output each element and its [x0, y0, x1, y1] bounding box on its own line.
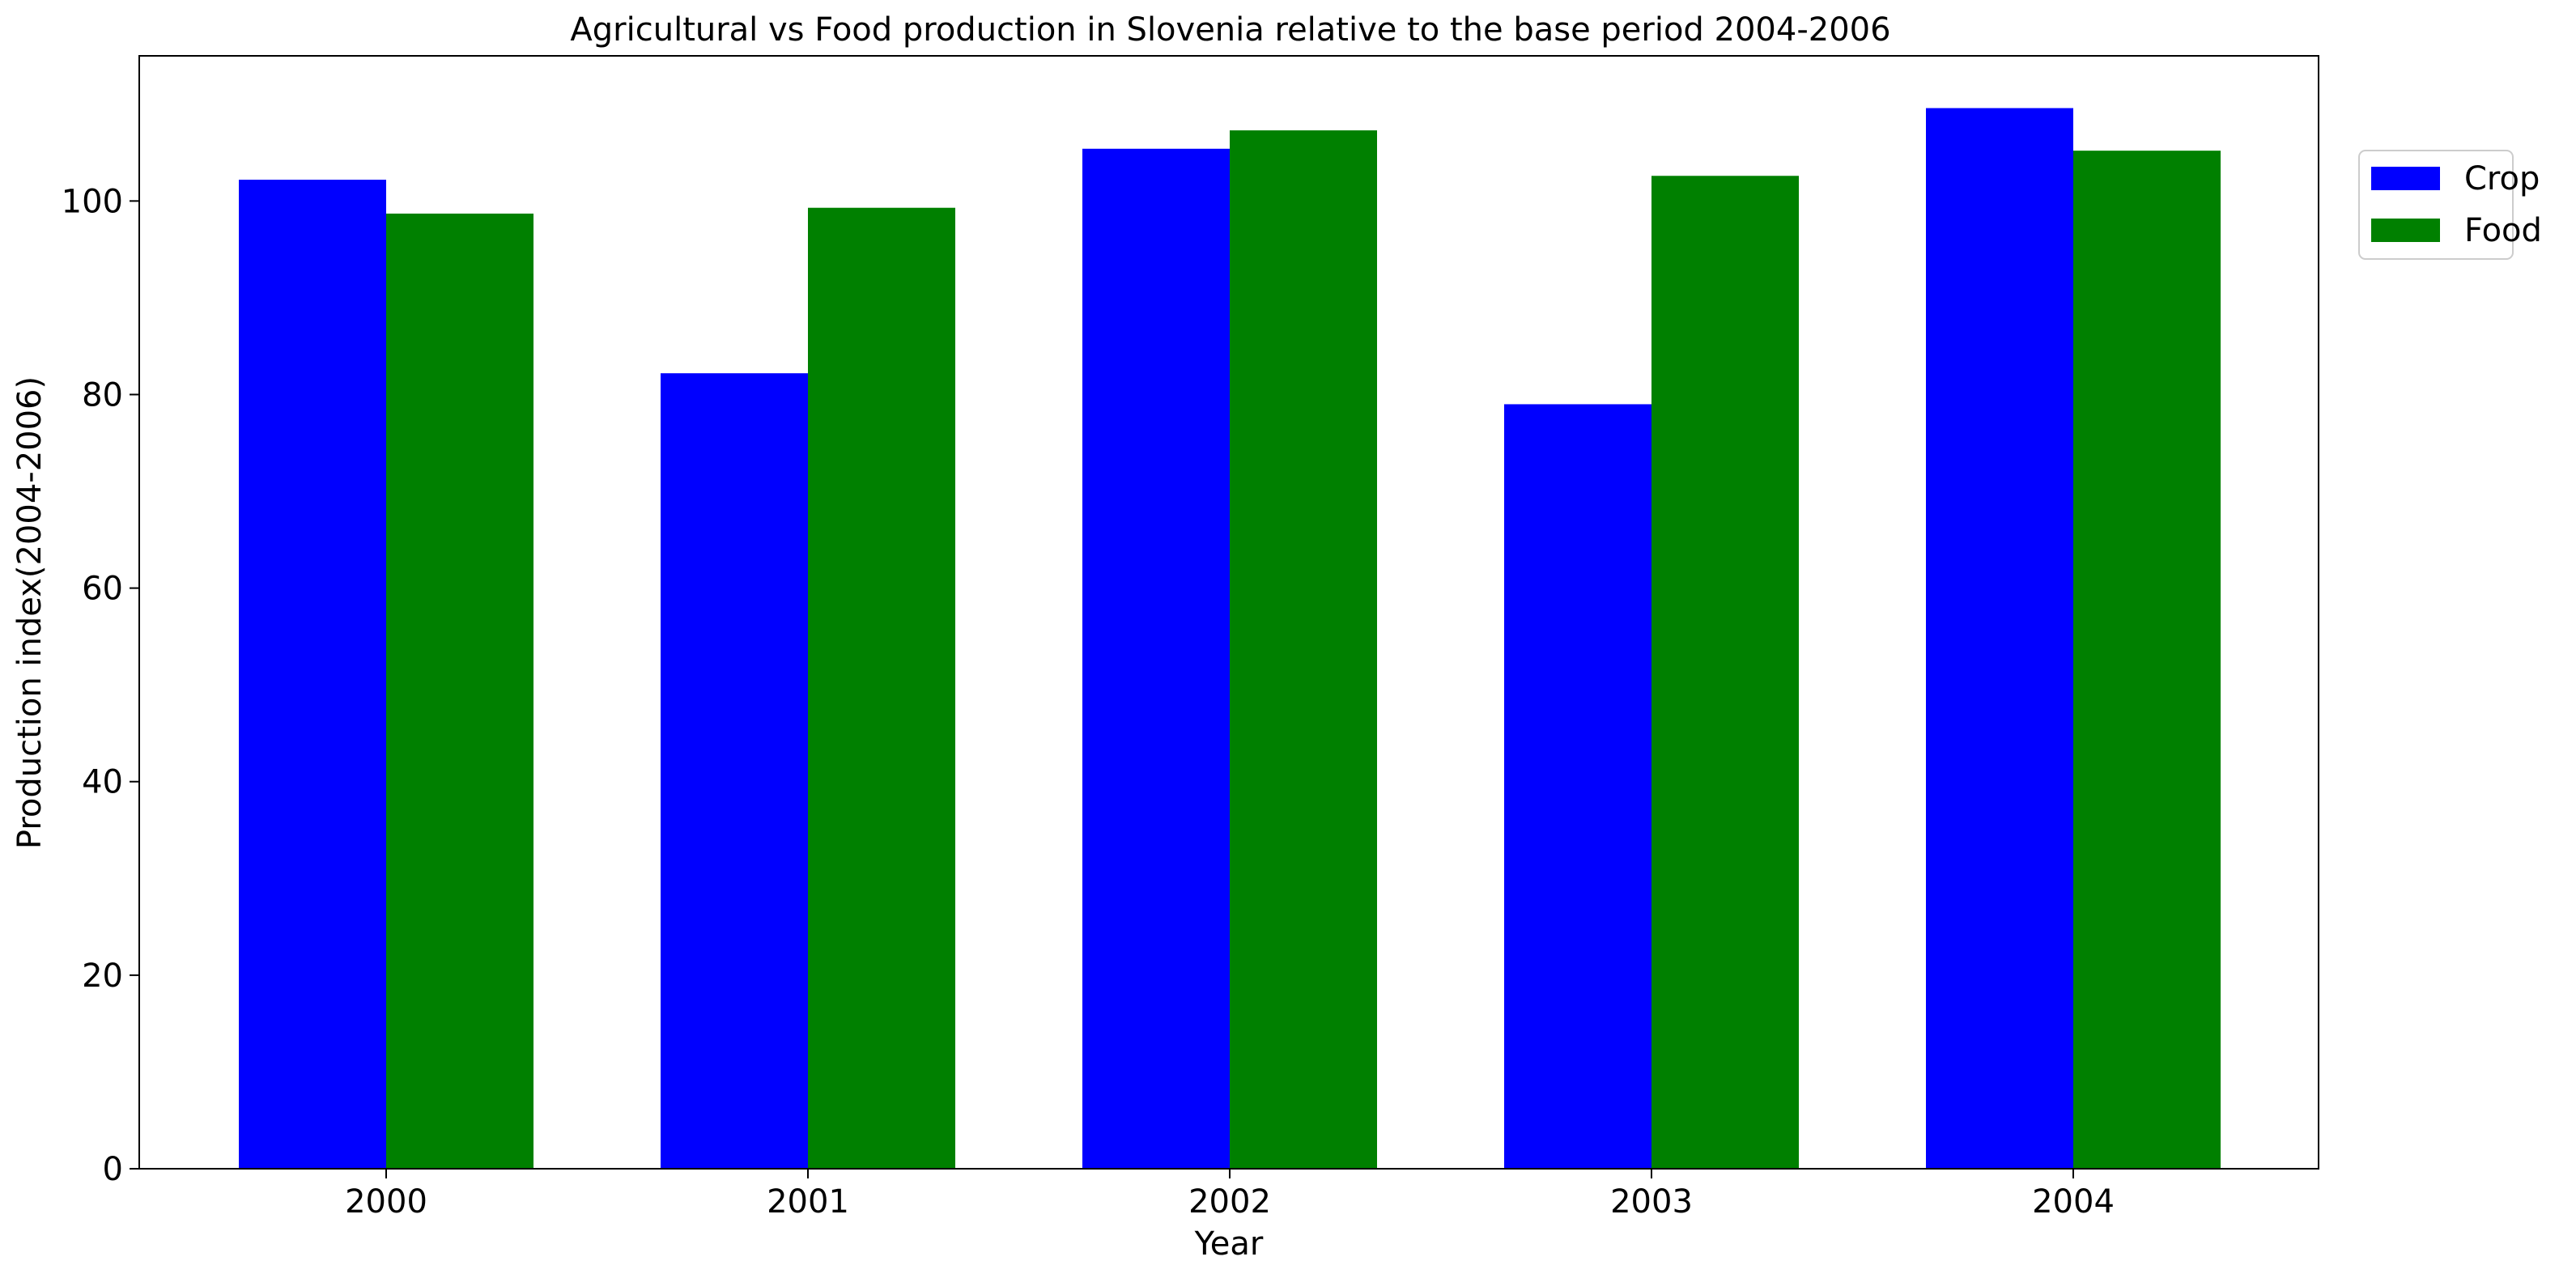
y-tick-label: 100 — [62, 183, 123, 220]
legend-label-crop: Crop — [2464, 160, 2540, 197]
x-axis: 2000 2001 2002 2003 2004 — [345, 1169, 2115, 1221]
bars-group — [239, 108, 2221, 1170]
y-tick-label: 80 — [82, 376, 123, 414]
bar-food-2004 — [2073, 151, 2221, 1169]
bar-food-2000 — [386, 213, 533, 1169]
legend-swatch-crop — [2371, 167, 2440, 190]
chart-title: Agricultural vs Food production in Slove… — [570, 11, 1890, 49]
y-tick-label: 40 — [82, 764, 123, 801]
y-tick-label: 60 — [82, 571, 123, 608]
bar-crop-2001 — [661, 373, 808, 1169]
x-tick-label: 2000 — [345, 1183, 427, 1221]
x-tick-label: 2003 — [1610, 1183, 1693, 1221]
bar-food-2002 — [1230, 130, 1377, 1170]
y-axis-title: Production index(2004-2006) — [11, 376, 49, 849]
legend-swatch-food — [2371, 219, 2440, 242]
x-axis-title: Year — [1194, 1225, 1264, 1263]
legend-label-food: Food — [2464, 212, 2542, 249]
x-tick-label: 2002 — [1188, 1183, 1271, 1221]
bar-crop-2003 — [1504, 404, 1651, 1169]
bar-crop-2004 — [1926, 108, 2073, 1170]
bar-food-2001 — [808, 207, 955, 1169]
bar-crop-2000 — [239, 180, 386, 1170]
bar-crop-2002 — [1082, 148, 1230, 1170]
bar-food-2003 — [1651, 176, 1799, 1169]
y-tick-label: 0 — [103, 1151, 123, 1188]
y-tick-label: 20 — [82, 957, 123, 995]
x-tick-label: 2001 — [767, 1183, 849, 1221]
legend: Crop Food — [2358, 150, 2542, 260]
y-axis: 0 20 40 60 80 100 — [62, 183, 139, 1188]
x-tick-label: 2004 — [2032, 1183, 2115, 1221]
